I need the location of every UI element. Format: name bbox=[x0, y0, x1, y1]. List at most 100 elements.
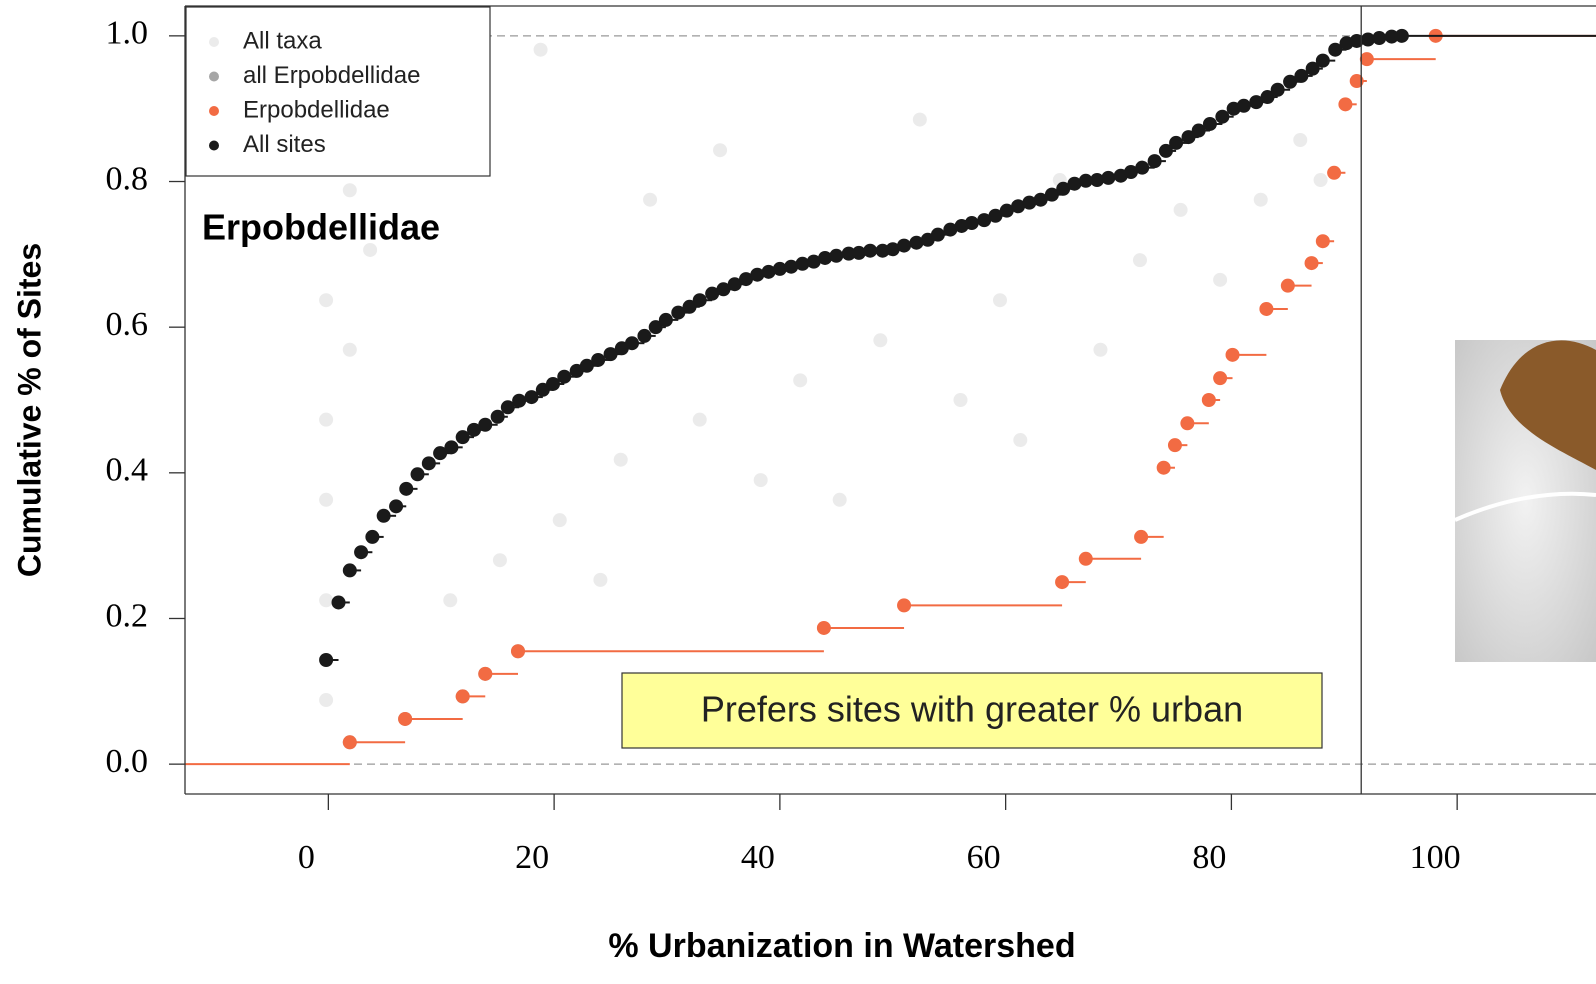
point bbox=[1013, 433, 1028, 448]
point bbox=[533, 42, 548, 57]
point bbox=[319, 492, 334, 507]
point bbox=[1191, 123, 1206, 138]
point bbox=[897, 238, 912, 253]
point bbox=[1259, 301, 1274, 316]
point bbox=[535, 382, 550, 397]
point bbox=[841, 246, 856, 261]
point bbox=[793, 373, 808, 388]
point bbox=[692, 412, 707, 427]
point bbox=[433, 446, 448, 461]
point bbox=[1167, 438, 1182, 453]
legend-label: all Erpobdellidae bbox=[243, 62, 420, 89]
point bbox=[500, 400, 515, 415]
point bbox=[930, 227, 945, 242]
point bbox=[1328, 42, 1343, 57]
point bbox=[319, 593, 334, 608]
point bbox=[524, 390, 539, 405]
y-tick-label: 0.6 bbox=[106, 306, 149, 343]
y-axis-label: Cumulative % of Sites bbox=[11, 243, 47, 577]
point bbox=[1338, 97, 1353, 112]
x-tick-label: 40 bbox=[741, 839, 775, 876]
point bbox=[591, 352, 606, 367]
point bbox=[478, 417, 493, 432]
point bbox=[342, 183, 357, 198]
point bbox=[593, 572, 608, 587]
point bbox=[682, 299, 697, 314]
point bbox=[658, 312, 673, 327]
point bbox=[490, 409, 505, 424]
point bbox=[873, 333, 888, 348]
panel-label: Erpobdellidae bbox=[202, 207, 440, 248]
point bbox=[365, 529, 380, 544]
legend-marker bbox=[209, 140, 219, 151]
point bbox=[319, 652, 334, 667]
point bbox=[1360, 32, 1375, 47]
y-tick-label: 0.0 bbox=[106, 743, 149, 780]
point bbox=[829, 248, 844, 263]
point bbox=[1181, 130, 1196, 145]
point bbox=[1135, 160, 1150, 175]
legend-marker bbox=[209, 37, 219, 47]
point bbox=[692, 293, 707, 308]
point bbox=[319, 693, 334, 708]
legend-label: All sites bbox=[243, 131, 326, 158]
point bbox=[1349, 33, 1364, 48]
point bbox=[1156, 460, 1171, 475]
point bbox=[399, 481, 414, 496]
y-tick-label: 0.8 bbox=[106, 160, 149, 197]
point bbox=[444, 440, 459, 455]
point bbox=[492, 553, 507, 568]
point bbox=[851, 245, 866, 260]
series bbox=[319, 42, 1328, 708]
point bbox=[331, 595, 346, 610]
series bbox=[319, 28, 1596, 667]
point bbox=[1201, 393, 1216, 407]
point bbox=[806, 254, 821, 269]
point bbox=[1090, 173, 1105, 188]
point bbox=[964, 216, 979, 231]
point bbox=[1056, 181, 1071, 196]
point bbox=[1384, 29, 1399, 44]
point bbox=[510, 644, 525, 659]
point bbox=[1313, 173, 1328, 188]
series bbox=[185, 28, 1596, 766]
leech-photo bbox=[1454, 340, 1596, 662]
x-tick-label: 0 bbox=[298, 839, 315, 876]
point bbox=[705, 286, 720, 301]
point bbox=[912, 112, 927, 127]
point bbox=[1158, 143, 1173, 158]
point bbox=[1213, 371, 1228, 386]
x-tick-label: 80 bbox=[1192, 839, 1226, 876]
point bbox=[643, 192, 658, 207]
point bbox=[1055, 575, 1070, 590]
y-tick-label: 0.4 bbox=[106, 452, 149, 489]
annotation: Prefers sites with greater % urban bbox=[701, 689, 1243, 730]
annotation-box bbox=[621, 672, 1323, 749]
point bbox=[977, 213, 992, 228]
point bbox=[750, 267, 765, 282]
point bbox=[579, 358, 594, 373]
point bbox=[1327, 165, 1342, 180]
point bbox=[455, 430, 470, 445]
point bbox=[1173, 202, 1188, 217]
point bbox=[1132, 253, 1147, 268]
legend-marker bbox=[209, 71, 219, 82]
point bbox=[818, 250, 833, 265]
point bbox=[863, 243, 878, 258]
point bbox=[1067, 176, 1082, 191]
point bbox=[1304, 256, 1319, 271]
point bbox=[1078, 173, 1093, 188]
point bbox=[1180, 416, 1195, 431]
point bbox=[1270, 82, 1285, 97]
point bbox=[1236, 98, 1251, 113]
point bbox=[999, 203, 1014, 218]
point bbox=[354, 545, 369, 560]
point bbox=[545, 376, 560, 391]
point bbox=[909, 235, 924, 250]
point bbox=[648, 320, 663, 335]
x-axis-label: % Urbanization in Watershed bbox=[608, 927, 1075, 965]
point bbox=[1011, 199, 1026, 214]
series bbox=[342, 644, 525, 750]
x-tick-label: 20 bbox=[515, 839, 549, 876]
point bbox=[342, 342, 357, 357]
